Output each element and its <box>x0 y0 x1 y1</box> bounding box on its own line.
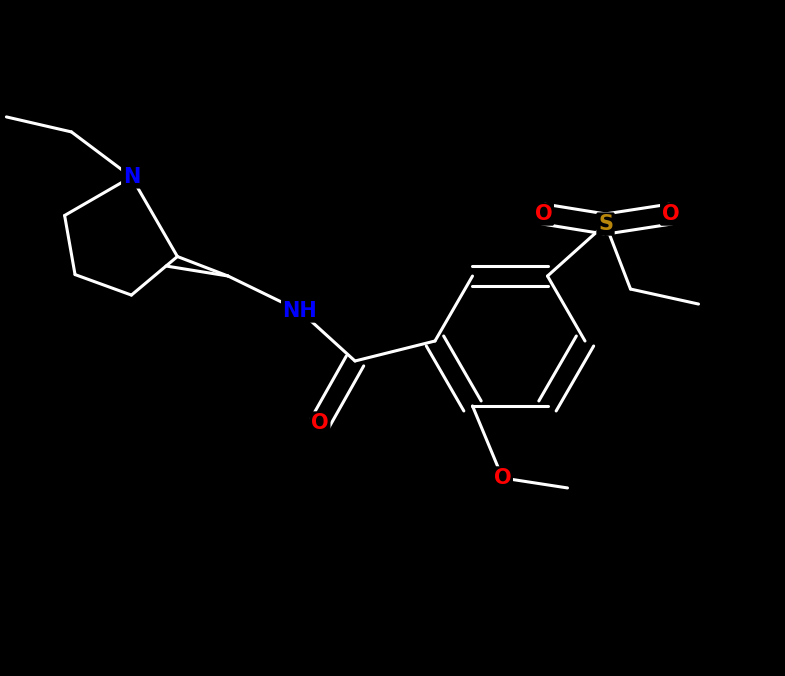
Text: O: O <box>662 204 679 224</box>
Text: O: O <box>535 204 553 224</box>
Text: NH: NH <box>283 301 317 321</box>
Text: N: N <box>122 167 140 187</box>
Text: O: O <box>311 413 329 433</box>
Text: O: O <box>494 468 511 488</box>
Text: S: S <box>598 214 613 234</box>
